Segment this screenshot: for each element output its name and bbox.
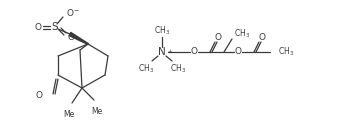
Text: CH$_3$: CH$_3$ — [278, 46, 294, 58]
Text: $^{+}$: $^{+}$ — [167, 49, 173, 58]
Text: CH$_3$: CH$_3$ — [234, 28, 250, 40]
Text: O: O — [214, 33, 222, 42]
Text: O: O — [235, 47, 241, 56]
Text: CH$_3$: CH$_3$ — [170, 63, 186, 75]
Polygon shape — [69, 33, 88, 44]
Text: N: N — [158, 47, 166, 57]
Text: O: O — [67, 33, 74, 42]
Text: O: O — [258, 33, 266, 42]
Text: O: O — [35, 92, 42, 101]
Text: O$^{-}$: O$^{-}$ — [66, 7, 80, 18]
Text: S: S — [52, 22, 58, 32]
Text: Me: Me — [91, 107, 103, 116]
Text: O: O — [191, 47, 197, 56]
Text: Me: Me — [64, 110, 75, 119]
Text: CH$_3$: CH$_3$ — [154, 25, 170, 37]
Text: CH$_3$: CH$_3$ — [138, 63, 154, 75]
Text: O: O — [34, 22, 42, 32]
